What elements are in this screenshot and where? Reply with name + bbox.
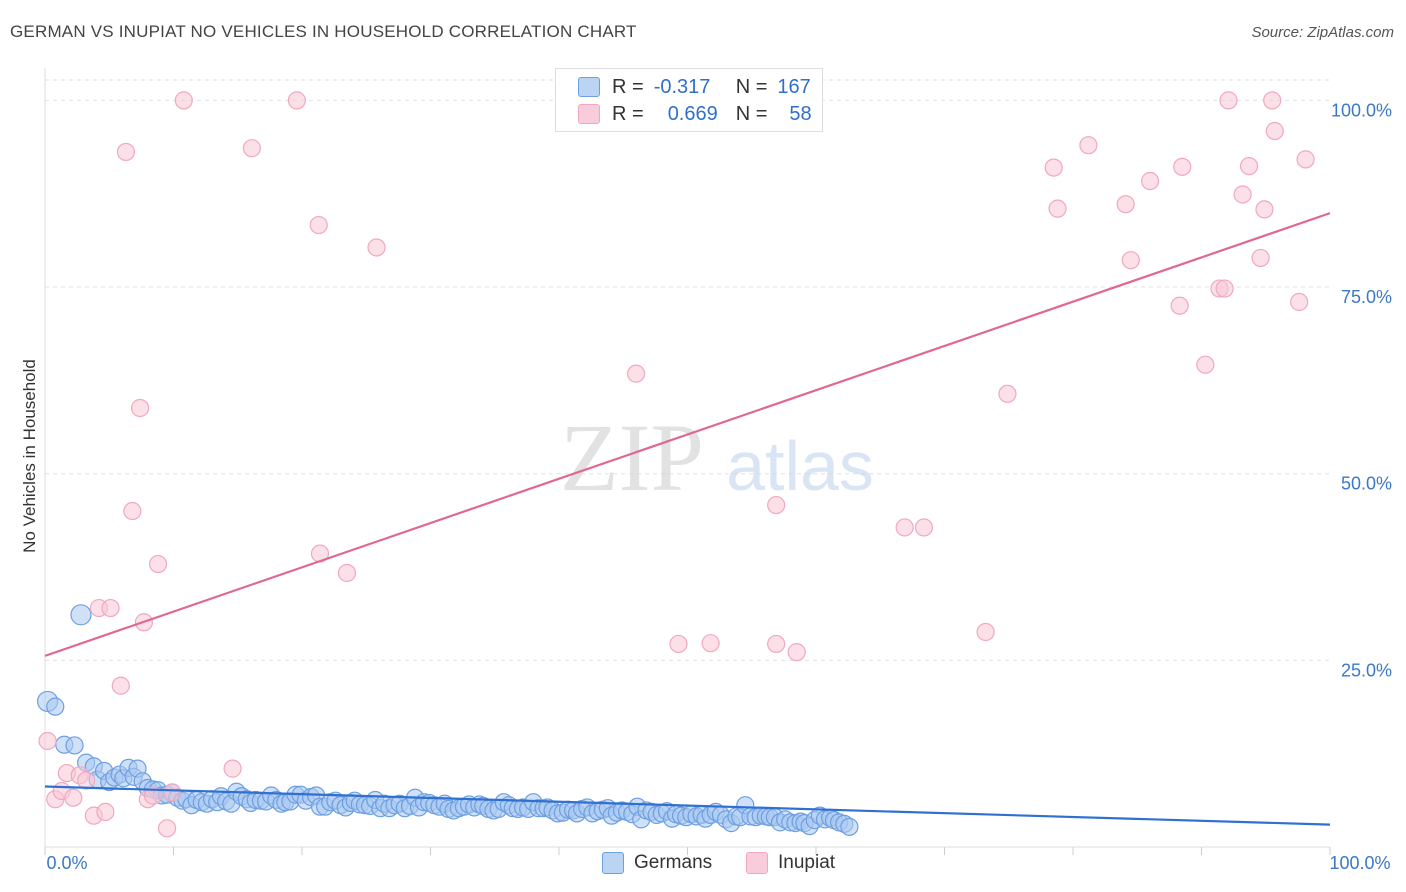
inupiat-point	[157, 819, 177, 838]
y-tick-label: 50.0%	[1341, 474, 1392, 494]
inupiat-point	[1215, 279, 1234, 298]
n-label: N =	[735, 102, 768, 125]
inupiat-point	[1116, 195, 1135, 214]
inupiat-point	[77, 771, 96, 790]
chart-title: GERMAN VS INUPIAT NO VEHICLES IN HOUSEHO…	[10, 22, 637, 41]
inupiat-point	[1173, 157, 1192, 176]
inupiat-point	[1296, 150, 1315, 169]
legend-row-inupiat: R = 0.669 N = 58	[578, 101, 812, 127]
inupiat-point	[123, 501, 142, 521]
germans-trend-line	[44, 785, 1331, 826]
inupiat-point	[163, 783, 182, 802]
germans-legend-swatch	[602, 852, 624, 874]
inupiat-point	[223, 759, 242, 778]
inupiat-point	[96, 802, 115, 822]
inupiat-point	[1233, 185, 1252, 204]
y-tick-label: 25.0%	[1341, 660, 1392, 680]
inupiat-point	[1079, 136, 1098, 155]
inupiat-point	[1251, 248, 1270, 268]
inupiat-swatch	[578, 104, 600, 124]
inupiat-point	[309, 215, 328, 235]
y-tick-label: 100.0%	[1331, 100, 1392, 120]
inupiat-point	[767, 634, 786, 654]
y-axis-label: No Vehicles in Household	[20, 359, 39, 553]
inupiat-n-value: 58	[789, 102, 812, 125]
x-tick-label: 0.0%	[46, 853, 87, 873]
inupiat-point	[337, 563, 357, 583]
legend-item-inupiat[interactable]: Inupiat	[746, 852, 835, 874]
inupiat-point	[1121, 251, 1140, 270]
y-tick-label: 75.0%	[1341, 287, 1392, 307]
inupiat-point	[1239, 156, 1259, 176]
inupiat-trend-line	[44, 212, 1331, 657]
inupiat-point	[1196, 355, 1215, 374]
inupiat-point	[1265, 121, 1284, 141]
watermark-zip: ZIP	[560, 404, 704, 511]
inupiat-point	[998, 384, 1017, 403]
n-label: N =	[735, 75, 768, 98]
inupiat-point	[148, 554, 168, 574]
inupiat-point	[116, 142, 136, 162]
inupiat-point	[367, 238, 386, 257]
inupiat-point	[1255, 200, 1274, 219]
inupiat-point	[143, 786, 163, 805]
germans-swatch	[578, 77, 600, 97]
inupiat-point	[64, 788, 83, 807]
inupiat-legend-swatch	[746, 852, 768, 874]
germans-point	[840, 817, 859, 836]
germans-legend-label: Germans	[634, 852, 713, 873]
inupiat-point	[174, 91, 193, 110]
trend-layer	[44, 212, 1331, 826]
inupiat-point	[914, 518, 934, 537]
inupiat-point	[111, 676, 130, 695]
inupiat-point	[1140, 171, 1160, 191]
germans-point	[65, 736, 84, 755]
inupiat-point	[787, 643, 806, 662]
inupiat-point	[1219, 91, 1238, 110]
inupiat-point	[1263, 91, 1282, 110]
germans-n-value: 167	[777, 75, 811, 98]
inupiat-point	[1048, 199, 1067, 218]
inupiat-point	[287, 91, 306, 110]
inupiat-point	[1044, 158, 1063, 177]
inupiat-point	[626, 364, 646, 383]
legend-item-germans[interactable]: Germans	[602, 852, 712, 874]
inupiat-point	[701, 634, 720, 653]
watermark-atlas: atlas	[726, 427, 874, 505]
inupiat-point	[38, 731, 57, 751]
inupiat-legend-label: Inupiat	[778, 852, 836, 873]
x-tick-label: 100.0%	[1329, 853, 1390, 873]
inupiat-point	[130, 398, 150, 418]
inupiat-point	[101, 598, 120, 618]
inupiat-point	[1290, 292, 1309, 312]
inupiat-point	[242, 139, 261, 158]
stats-legend: R = -0.317 N = 167 R = 0.669 N = 58	[555, 68, 823, 132]
r-label: R =	[612, 75, 644, 98]
inupiat-point	[767, 495, 786, 515]
inupiat-point	[669, 634, 688, 654]
legend-row-germans: R = -0.317 N = 167	[578, 74, 811, 100]
inupiat-point	[1170, 296, 1189, 315]
germans-r-value: -0.317	[653, 75, 711, 98]
inupiat-point	[976, 622, 995, 642]
germans-point	[70, 604, 92, 626]
inupiat-r-value: 0.669	[667, 102, 718, 125]
inupiat-point	[895, 518, 914, 537]
germans-point	[46, 697, 65, 716]
ticks-layer: 25.0% 50.0% 75.0% 100.0% 0.0% 100.0%	[46, 100, 1392, 873]
source-label: Source: ZipAtlas.com	[1251, 24, 1394, 41]
r-label: R =	[612, 102, 644, 125]
